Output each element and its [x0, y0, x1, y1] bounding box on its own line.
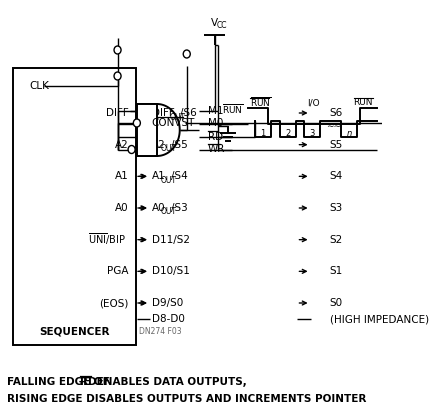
Text: /S3: /S3: [171, 203, 187, 213]
Text: 2: 2: [284, 129, 289, 138]
Text: n: n: [346, 129, 351, 138]
Text: CC: CC: [216, 21, 227, 31]
Text: $\overline{\rm RUN}$: $\overline{\rm RUN}$: [222, 102, 243, 116]
Text: S4: S4: [329, 171, 342, 181]
Text: SEQUENCER: SEQUENCER: [39, 326, 109, 336]
Text: OUT: OUT: [170, 112, 186, 121]
Text: D9/S0: D9/S0: [151, 298, 183, 308]
Text: S2: S2: [329, 235, 342, 244]
Text: ∼∼: ∼∼: [325, 122, 340, 131]
Text: DIFF: DIFF: [106, 108, 128, 118]
Text: DN274 F03: DN274 F03: [139, 327, 181, 335]
Text: OUT: OUT: [161, 176, 177, 185]
Text: D10/S1: D10/S1: [151, 266, 189, 276]
Text: A0: A0: [151, 203, 165, 213]
Text: /S4: /S4: [171, 171, 187, 181]
Text: S1: S1: [329, 266, 342, 276]
Text: CONVST: CONVST: [151, 118, 194, 128]
Text: D8-D0: D8-D0: [151, 314, 184, 324]
Text: A1: A1: [151, 171, 165, 181]
Text: D11/S2: D11/S2: [151, 235, 189, 244]
Text: (EOS): (EOS): [99, 298, 128, 308]
Text: PGA: PGA: [107, 266, 128, 276]
Text: RD: RD: [80, 377, 96, 387]
Text: $\overline{\rm UNI}$/BIP: $\overline{\rm UNI}$/BIP: [88, 232, 125, 247]
Text: RD: RD: [207, 131, 222, 142]
Text: $\overline{\rm RUN}$: $\overline{\rm RUN}$: [250, 95, 271, 109]
Text: A2: A2: [115, 140, 128, 150]
Text: OUT: OUT: [161, 207, 177, 216]
Text: RISING EDGE DISABLES OUTPUTS AND INCREMENTS POINTER: RISING EDGE DISABLES OUTPUTS AND INCREME…: [7, 394, 365, 404]
Text: A2: A2: [151, 140, 165, 150]
Text: M1: M1: [207, 105, 223, 116]
Text: 3: 3: [309, 129, 314, 138]
Text: FALLING EDGE OF: FALLING EDGE OF: [7, 377, 113, 387]
Text: M0: M0: [207, 119, 223, 128]
Text: (HIGH IMPEDANCE): (HIGH IMPEDANCE): [329, 314, 428, 324]
Text: S5: S5: [329, 140, 342, 150]
Circle shape: [133, 119, 140, 127]
Text: 1: 1: [260, 129, 265, 138]
Text: V: V: [211, 18, 218, 28]
Text: S3: S3: [329, 203, 342, 213]
Bar: [137, 104, 157, 156]
Text: RUN: RUN: [352, 98, 372, 107]
Text: /S6: /S6: [180, 108, 196, 118]
Text: DIFF: DIFF: [151, 108, 174, 118]
Circle shape: [114, 72, 121, 80]
Text: S6: S6: [329, 108, 342, 118]
Text: S0: S0: [329, 298, 342, 308]
Text: OUT: OUT: [161, 144, 177, 153]
Text: A1: A1: [115, 171, 128, 181]
Bar: [13, 68, 136, 345]
Text: CLK: CLK: [29, 81, 49, 91]
Circle shape: [128, 145, 135, 154]
Text: ENABLES DATA OUTPUTS,: ENABLES DATA OUTPUTS,: [93, 377, 246, 387]
Text: I/O: I/O: [306, 98, 319, 107]
Text: /S5: /S5: [171, 140, 187, 150]
Circle shape: [114, 46, 121, 54]
Circle shape: [183, 50, 190, 58]
Text: WR: WR: [207, 145, 225, 154]
Text: A0: A0: [115, 203, 128, 213]
